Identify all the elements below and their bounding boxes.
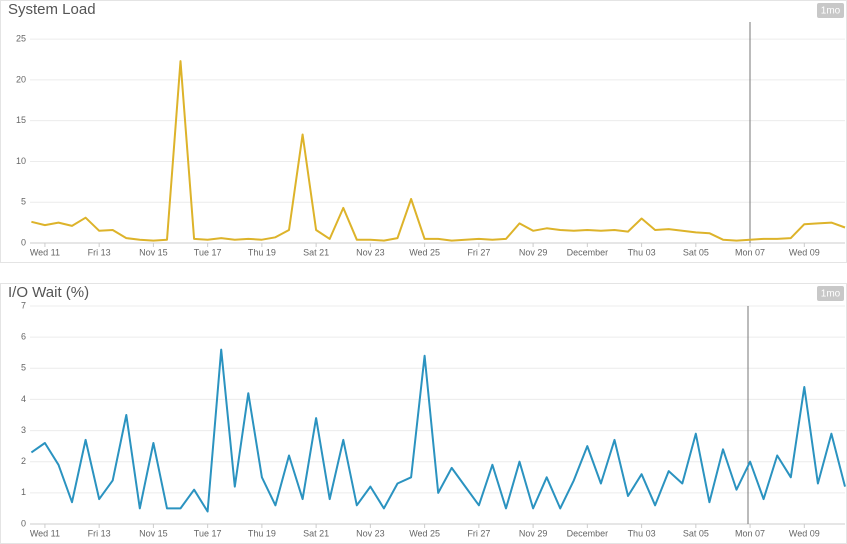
x-tick-label: Nov 29 (519, 528, 548, 538)
x-tick-label: Fri 13 (88, 247, 111, 257)
y-tick-label: 6 (21, 332, 26, 342)
x-tick-label: Tue 17 (194, 247, 222, 257)
x-tick-label: Wed 09 (789, 528, 820, 538)
x-tick-label: Wed 11 (30, 528, 60, 538)
y-tick-label: 10 (16, 156, 26, 166)
x-tick-label: Wed 11 (30, 247, 60, 257)
x-tick-label: Nov 29 (519, 247, 548, 257)
y-tick-label: 1 (21, 487, 26, 497)
range-badge[interactable] (817, 3, 844, 18)
panel-title: I/O Wait (%) (8, 284, 89, 301)
y-tick-label: 0 (21, 237, 26, 247)
x-tick-label: Mon 07 (735, 247, 765, 257)
range-badge-label[interactable]: 1mo (821, 6, 841, 17)
series-line (30, 348, 846, 513)
x-tick-label: Sat 21 (303, 528, 329, 538)
x-tick-label: Nov 23 (356, 247, 385, 257)
y-tick-label: 4 (21, 394, 26, 404)
x-tick-label: December (567, 247, 609, 257)
x-tick-label: Wed 25 (409, 247, 440, 257)
range-badge[interactable] (817, 286, 844, 301)
x-tick-label: Thu 19 (248, 528, 276, 538)
panel-title: System Load (8, 1, 96, 18)
y-tick-label: 2 (21, 456, 26, 466)
y-tick-label: 3 (21, 425, 26, 435)
y-tick-label: 15 (16, 115, 26, 125)
x-tick-label: Sat 05 (683, 528, 709, 538)
x-tick-label: Tue 17 (194, 528, 222, 538)
x-tick-label: Nov 15 (139, 247, 168, 257)
x-tick-label: Fri 13 (88, 528, 111, 538)
y-tick-label: 20 (16, 74, 26, 84)
y-tick-label: 5 (21, 197, 26, 207)
x-tick-label: Sat 21 (303, 247, 329, 257)
x-tick-label: Mon 07 (735, 528, 765, 538)
x-tick-label: Thu 03 (628, 247, 656, 257)
x-tick-label: Fri 27 (467, 528, 490, 538)
x-tick-label: December (567, 528, 609, 538)
x-tick-label: Thu 19 (248, 247, 276, 257)
x-tick-label: Sat 05 (683, 247, 709, 257)
x-tick-label: Nov 15 (139, 528, 168, 538)
range-badge-label[interactable]: 1mo (821, 289, 841, 300)
x-tick-label: Wed 25 (409, 528, 440, 538)
x-tick-label: Thu 03 (628, 528, 656, 538)
panel (0, 0, 847, 263)
panel (0, 283, 847, 544)
y-tick-label: 7 (21, 300, 26, 310)
x-tick-label: Nov 23 (356, 528, 385, 538)
y-tick-label: 5 (21, 363, 26, 373)
x-tick-label: Fri 27 (467, 247, 490, 257)
y-tick-label: 0 (21, 518, 26, 528)
x-tick-label: Wed 09 (789, 247, 820, 257)
series-line (31, 60, 846, 242)
y-tick-label: 25 (16, 34, 26, 44)
